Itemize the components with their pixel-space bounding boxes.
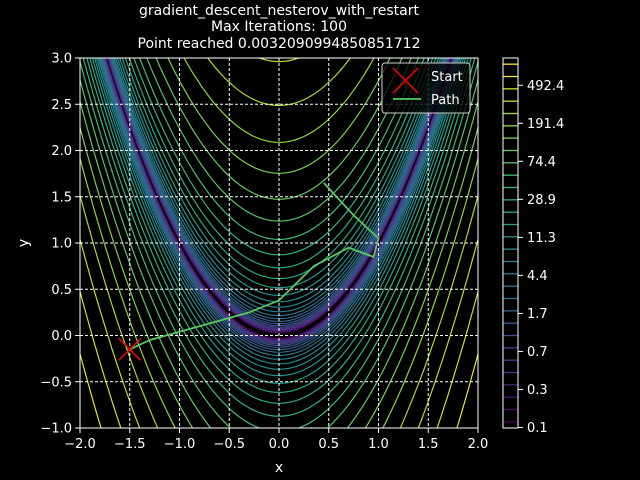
y-axis-ticks: −1.0 −0.5 0.0 0.5 1.0 1.5 2.0 2.5 3.0 bbox=[40, 52, 80, 437]
colorbar bbox=[502, 57, 519, 429]
contour-line bbox=[100, 58, 458, 353]
y-axis-label: y bbox=[16, 239, 32, 247]
legend-box bbox=[381, 62, 471, 114]
y-tick-label: 0.5 bbox=[51, 283, 72, 298]
legend-start-marker bbox=[392, 67, 419, 94]
colorbar-tick-label: 0.1 bbox=[527, 421, 548, 436]
chart-title-line-2: Max Iterations: 100 bbox=[211, 19, 347, 35]
colorbar-frame bbox=[502, 57, 519, 429]
x-tick-label: 1.0 bbox=[368, 437, 389, 452]
contour-line bbox=[80, 127, 478, 428]
start-marker bbox=[118, 337, 142, 361]
y-tick-label: 2.5 bbox=[51, 98, 72, 113]
contour-line bbox=[80, 101, 478, 428]
x-tick-label: 1.5 bbox=[418, 437, 439, 452]
contour-line bbox=[102, 58, 456, 348]
colorbar-tick-label: 492.4 bbox=[527, 79, 564, 94]
y-tick-label: 1.0 bbox=[51, 237, 72, 252]
contour-line bbox=[80, 79, 478, 428]
colorbar-tick-label: 4.4 bbox=[527, 269, 548, 284]
contour-line bbox=[113, 58, 445, 313]
chart-title-line-1: gradient_descent_nesterov_with_restart bbox=[139, 3, 420, 19]
x-axis-ticks: −2.0 −1.5 −1.0 −0.5 0.0 0.5 1.0 1.5 2.0 bbox=[64, 428, 488, 452]
x-tick-label: −1.5 bbox=[114, 437, 146, 452]
contour-line bbox=[89, 58, 469, 393]
colorbar-tick-label: 0.7 bbox=[527, 345, 548, 360]
contour-line bbox=[116, 58, 442, 303]
x-tick-label: 2.0 bbox=[468, 437, 489, 452]
colorbar-tick-label: 1.7 bbox=[527, 307, 548, 322]
y-tick-label: −0.5 bbox=[40, 375, 72, 390]
contour-line bbox=[80, 61, 478, 428]
y-tick-label: 0.0 bbox=[51, 329, 72, 344]
colorbar-tick-label: 28.9 bbox=[527, 193, 556, 208]
contour-line bbox=[146, 58, 412, 222]
x-axis-label: x bbox=[275, 460, 283, 476]
contour-line bbox=[80, 195, 478, 428]
contour-line bbox=[115, 58, 443, 308]
contour-line bbox=[257, 58, 301, 63]
colorbar-tick-label: 11.3 bbox=[527, 231, 556, 246]
y-tick-label: −1.0 bbox=[40, 422, 72, 437]
y-tick-label: 1.5 bbox=[51, 190, 72, 205]
contour-line bbox=[121, 58, 437, 289]
contour-line bbox=[183, 58, 375, 143]
x-tick-label: 0.5 bbox=[318, 437, 339, 452]
contour-line bbox=[110, 58, 448, 322]
colorbar-tick-label: 191.4 bbox=[527, 117, 564, 132]
x-tick-label: −1.0 bbox=[164, 437, 196, 452]
chart-title-line-3: Point reached 0.0032090994850851712 bbox=[138, 36, 421, 52]
optimization-path bbox=[129, 182, 380, 351]
y-tick-label: 3.0 bbox=[51, 52, 72, 67]
colorbar-tick-label: 74.4 bbox=[527, 155, 556, 170]
contour-line bbox=[80, 158, 478, 428]
x-tick-label: −2.0 bbox=[64, 437, 96, 452]
legend: Start Path bbox=[381, 62, 471, 114]
legend-path-label: Path bbox=[431, 93, 460, 108]
colorbar-tick-label: 0.3 bbox=[527, 383, 548, 398]
colorbar-ticks: 0.1 0.3 0.7 1.7 4.4 11.3 28.9 74.4 191.4 492.4 bbox=[518, 79, 564, 436]
y-tick-label: 2.0 bbox=[51, 144, 72, 159]
legend-start-label: Start bbox=[431, 70, 463, 85]
x-tick-label: 0.0 bbox=[269, 437, 290, 452]
x-tick-label: −0.5 bbox=[213, 437, 245, 452]
contour-line bbox=[82, 58, 476, 417]
path-layer bbox=[118, 182, 380, 361]
